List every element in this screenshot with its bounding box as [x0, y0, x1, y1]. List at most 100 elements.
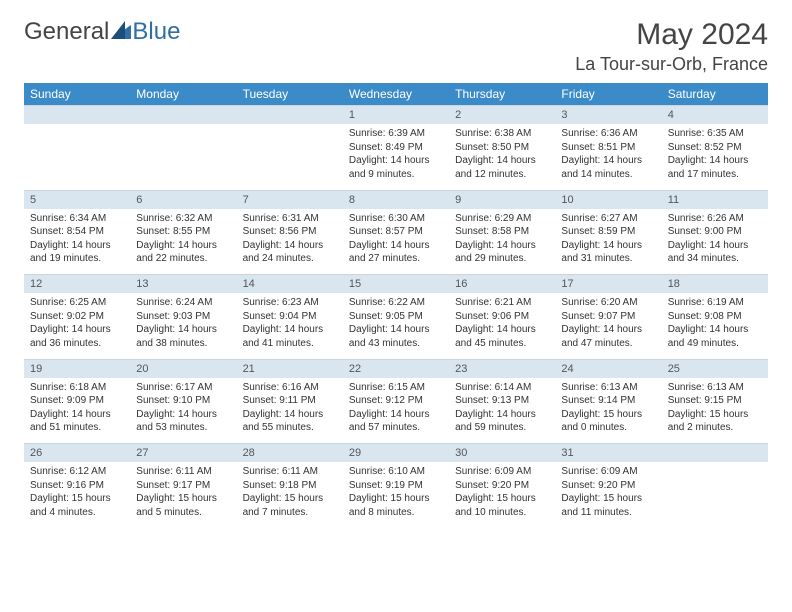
- sunset-label: Sunset: 9:08 PM: [668, 310, 762, 324]
- sunrise-label: Sunrise: 6:32 AM: [136, 212, 230, 226]
- daylight1-label: Daylight: 14 hours: [136, 239, 230, 253]
- day-cell: Sunrise: 6:30 AMSunset: 8:57 PMDaylight:…: [343, 209, 449, 275]
- daylight1-label: Daylight: 14 hours: [243, 323, 337, 337]
- daylight1-label: Daylight: 14 hours: [561, 154, 655, 168]
- weekday-monday: Monday: [130, 83, 236, 106]
- logo: General Blue: [24, 18, 180, 46]
- day-cell: Sunrise: 6:14 AMSunset: 9:13 PMDaylight:…: [449, 378, 555, 444]
- day-cell: Sunrise: 6:09 AMSunset: 9:20 PMDaylight:…: [555, 462, 661, 528]
- sunrise-label: Sunrise: 6:10 AM: [349, 465, 443, 479]
- day-cell: Sunrise: 6:11 AMSunset: 9:18 PMDaylight:…: [237, 462, 343, 528]
- day-cell: Sunrise: 6:27 AMSunset: 8:59 PMDaylight:…: [555, 209, 661, 275]
- day-cell: [24, 124, 130, 190]
- daynum-row: 262728293031: [24, 444, 768, 463]
- sunset-label: Sunset: 8:59 PM: [561, 225, 655, 239]
- sunrise-label: Sunrise: 6:26 AM: [668, 212, 762, 226]
- day-number: 8: [343, 190, 449, 209]
- sunset-label: Sunset: 9:19 PM: [349, 479, 443, 493]
- daylight2-label: and 0 minutes.: [561, 421, 655, 435]
- header: General Blue May 2024 La Tour-sur-Orb, F…: [24, 18, 768, 75]
- sunset-label: Sunset: 9:09 PM: [30, 394, 124, 408]
- day-number: 14: [237, 275, 343, 294]
- sunrise-label: Sunrise: 6:14 AM: [455, 381, 549, 395]
- daylight1-label: Daylight: 14 hours: [668, 239, 762, 253]
- sunset-label: Sunset: 9:05 PM: [349, 310, 443, 324]
- day-number: 27: [130, 444, 236, 463]
- content-row: Sunrise: 6:12 AMSunset: 9:16 PMDaylight:…: [24, 462, 768, 528]
- daylight1-label: Daylight: 15 hours: [136, 492, 230, 506]
- daylight1-label: Daylight: 14 hours: [455, 239, 549, 253]
- day-number: 11: [662, 190, 768, 209]
- day-number: 5: [24, 190, 130, 209]
- day-number: 29: [343, 444, 449, 463]
- sunset-label: Sunset: 8:52 PM: [668, 141, 762, 155]
- sunset-label: Sunset: 9:16 PM: [30, 479, 124, 493]
- day-number: 2: [449, 106, 555, 125]
- day-cell: [130, 124, 236, 190]
- daylight1-label: Daylight: 15 hours: [668, 408, 762, 422]
- day-number: 30: [449, 444, 555, 463]
- sunset-label: Sunset: 8:50 PM: [455, 141, 549, 155]
- sunrise-label: Sunrise: 6:31 AM: [243, 212, 337, 226]
- daylight1-label: Daylight: 14 hours: [668, 323, 762, 337]
- day-cell: Sunrise: 6:13 AMSunset: 9:14 PMDaylight:…: [555, 378, 661, 444]
- sunset-label: Sunset: 9:14 PM: [561, 394, 655, 408]
- sunset-label: Sunset: 8:58 PM: [455, 225, 549, 239]
- day-number: 13: [130, 275, 236, 294]
- day-cell: Sunrise: 6:15 AMSunset: 9:12 PMDaylight:…: [343, 378, 449, 444]
- title-block: May 2024 La Tour-sur-Orb, France: [575, 18, 768, 75]
- day-cell: Sunrise: 6:38 AMSunset: 8:50 PMDaylight:…: [449, 124, 555, 190]
- daylight2-label: and 24 minutes.: [243, 252, 337, 266]
- sunrise-label: Sunrise: 6:27 AM: [561, 212, 655, 226]
- day-number: 3: [555, 106, 661, 125]
- sunset-label: Sunset: 8:55 PM: [136, 225, 230, 239]
- day-cell: Sunrise: 6:32 AMSunset: 8:55 PMDaylight:…: [130, 209, 236, 275]
- day-number: 16: [449, 275, 555, 294]
- day-cell: Sunrise: 6:34 AMSunset: 8:54 PMDaylight:…: [24, 209, 130, 275]
- weekday-wednesday: Wednesday: [343, 83, 449, 106]
- day-number: 7: [237, 190, 343, 209]
- daylight2-label: and 34 minutes.: [668, 252, 762, 266]
- day-cell: Sunrise: 6:11 AMSunset: 9:17 PMDaylight:…: [130, 462, 236, 528]
- day-number: 9: [449, 190, 555, 209]
- day-number: 12: [24, 275, 130, 294]
- daylight2-label: and 8 minutes.: [349, 506, 443, 520]
- daylight1-label: Daylight: 14 hours: [243, 408, 337, 422]
- sunset-label: Sunset: 9:06 PM: [455, 310, 549, 324]
- sunset-label: Sunset: 9:11 PM: [243, 394, 337, 408]
- sunrise-label: Sunrise: 6:21 AM: [455, 296, 549, 310]
- sunrise-label: Sunrise: 6:36 AM: [561, 127, 655, 141]
- daylight2-label: and 43 minutes.: [349, 337, 443, 351]
- day-cell: Sunrise: 6:17 AMSunset: 9:10 PMDaylight:…: [130, 378, 236, 444]
- sunset-label: Sunset: 9:07 PM: [561, 310, 655, 324]
- day-number: 18: [662, 275, 768, 294]
- daylight1-label: Daylight: 14 hours: [561, 323, 655, 337]
- daylight2-label: and 11 minutes.: [561, 506, 655, 520]
- day-cell: Sunrise: 6:25 AMSunset: 9:02 PMDaylight:…: [24, 293, 130, 359]
- day-cell: Sunrise: 6:18 AMSunset: 9:09 PMDaylight:…: [24, 378, 130, 444]
- day-cell: Sunrise: 6:12 AMSunset: 9:16 PMDaylight:…: [24, 462, 130, 528]
- day-number: 21: [237, 359, 343, 378]
- sunset-label: Sunset: 9:03 PM: [136, 310, 230, 324]
- daylight2-label: and 47 minutes.: [561, 337, 655, 351]
- daylight2-label: and 17 minutes.: [668, 168, 762, 182]
- day-number: 6: [130, 190, 236, 209]
- sunrise-label: Sunrise: 6:23 AM: [243, 296, 337, 310]
- sunset-label: Sunset: 9:02 PM: [30, 310, 124, 324]
- day-number: [662, 444, 768, 463]
- day-number: 28: [237, 444, 343, 463]
- sunset-label: Sunset: 8:51 PM: [561, 141, 655, 155]
- day-cell: Sunrise: 6:29 AMSunset: 8:58 PMDaylight:…: [449, 209, 555, 275]
- daylight2-label: and 45 minutes.: [455, 337, 549, 351]
- sunrise-label: Sunrise: 6:22 AM: [349, 296, 443, 310]
- day-number: [130, 106, 236, 125]
- daylight2-label: and 5 minutes.: [136, 506, 230, 520]
- day-cell: Sunrise: 6:20 AMSunset: 9:07 PMDaylight:…: [555, 293, 661, 359]
- sunrise-label: Sunrise: 6:13 AM: [561, 381, 655, 395]
- daylight1-label: Daylight: 14 hours: [349, 239, 443, 253]
- daynum-row: 1234: [24, 106, 768, 125]
- day-number: [24, 106, 130, 125]
- content-row: Sunrise: 6:25 AMSunset: 9:02 PMDaylight:…: [24, 293, 768, 359]
- daylight2-label: and 22 minutes.: [136, 252, 230, 266]
- day-number: 25: [662, 359, 768, 378]
